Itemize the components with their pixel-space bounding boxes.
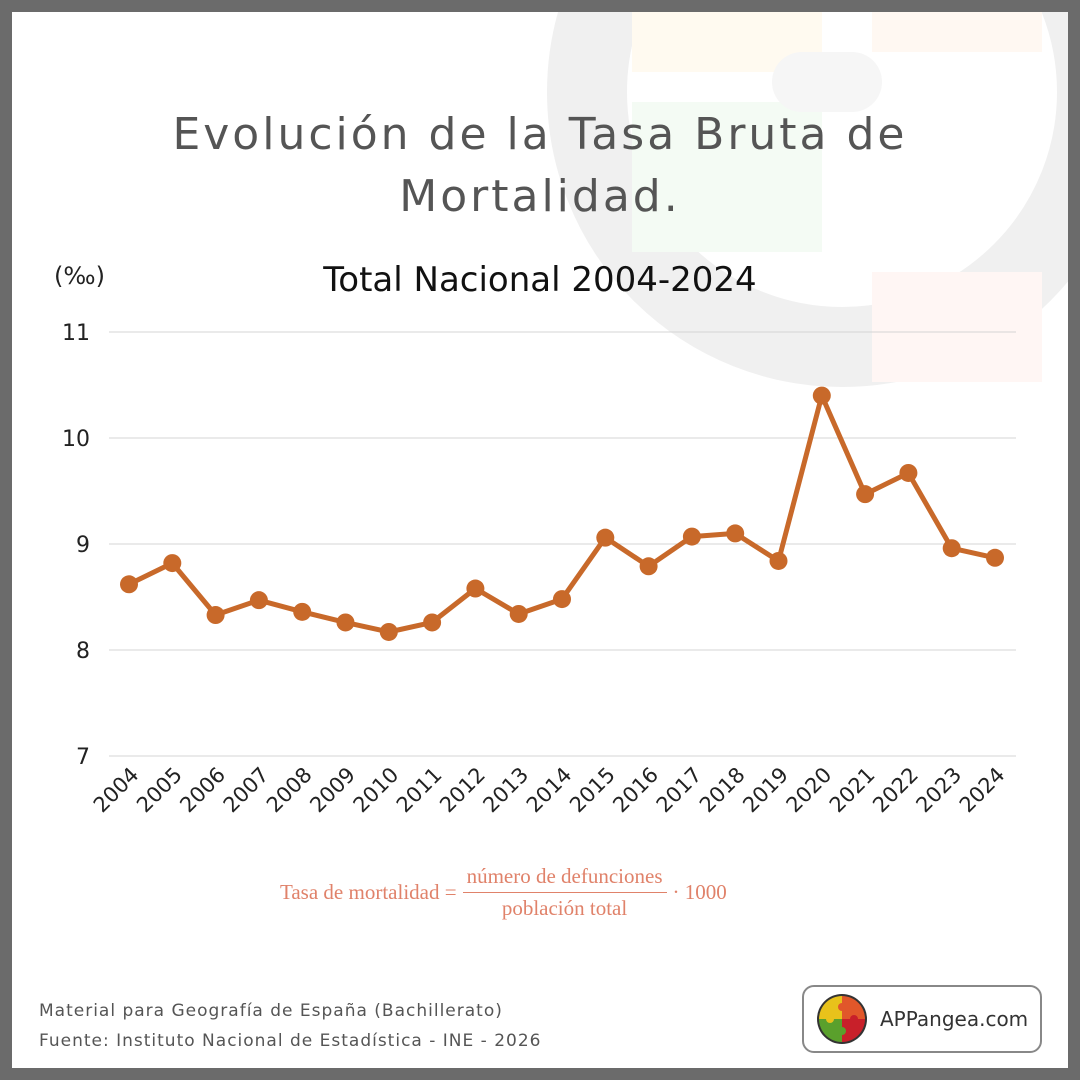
data-point-2010 <box>379 622 398 641</box>
chart-title: Total Nacional 2004-2024 <box>323 260 757 300</box>
data-point-2020 <box>812 386 831 405</box>
footer: Material para Geografía de España (Bachi… <box>39 996 541 1056</box>
y-tick-label-11: 11 <box>62 321 90 346</box>
x-tick-label-2016: 2016 <box>608 763 663 818</box>
brand-name[interactable]: APPangea.com <box>880 1007 1029 1031</box>
data-point-2004 <box>120 575 138 594</box>
line-chart: 7891011200420052006200720082009201020112… <box>62 321 1016 818</box>
y-tick-label-10: 10 <box>62 427 90 452</box>
puzzle-logo-icon <box>817 994 867 1044</box>
data-point-2013 <box>509 604 528 623</box>
y-tick-label-8: 8 <box>76 639 90 664</box>
x-tick-label-2006: 2006 <box>175 763 230 818</box>
x-tick-label-2008: 2008 <box>262 763 317 818</box>
main-title-line-2: Mortalidad. <box>399 171 681 222</box>
data-point-2018 <box>726 524 745 543</box>
x-tick-label-2011: 2011 <box>392 763 447 818</box>
x-tick-label-2019: 2019 <box>738 763 793 818</box>
data-point-2014 <box>553 590 571 609</box>
x-tick-label-2013: 2013 <box>478 763 533 818</box>
data-point-2005 <box>163 554 182 573</box>
footer-material: Material para Geografía de España (Bachi… <box>39 1001 503 1021</box>
x-tick-label-2005: 2005 <box>132 763 187 818</box>
data-point-2024 <box>986 548 1004 567</box>
data-point-2009 <box>336 613 355 632</box>
data-point-2006 <box>206 606 225 625</box>
x-tick-label-2017: 2017 <box>652 763 707 818</box>
data-point-2008 <box>293 602 312 621</box>
formula-fraction: número de defunciones población total <box>462 864 667 921</box>
y-axis-unit: (‰) <box>54 262 105 290</box>
data-point-2021 <box>856 485 875 504</box>
formula-factor: · 1000 <box>672 880 727 904</box>
x-tick-label-2024: 2024 <box>955 763 1010 818</box>
data-point-2019 <box>769 551 788 570</box>
main-title: Evolución de la Tasa Bruta de Mortalidad… <box>12 104 1068 228</box>
x-tick-label-2004: 2004 <box>89 763 144 818</box>
data-point-2023 <box>942 539 961 558</box>
data-point-2011 <box>423 613 442 632</box>
y-tick-label-7: 7 <box>76 745 90 770</box>
data-point-2012 <box>466 579 485 598</box>
data-point-2007 <box>249 591 268 610</box>
x-tick-label-2007: 2007 <box>219 763 274 818</box>
formula-numerator: número de defunciones <box>462 864 667 893</box>
data-point-2017 <box>682 527 701 546</box>
x-tick-label-2021: 2021 <box>825 763 880 818</box>
x-tick-label-2020: 2020 <box>782 763 837 818</box>
brand-badge[interactable]: APPangea.com <box>802 985 1042 1053</box>
x-tick-label-2018: 2018 <box>695 763 750 818</box>
data-point-2022 <box>899 463 918 482</box>
data-point-2015 <box>596 528 615 547</box>
x-tick-label-2022: 2022 <box>868 763 923 818</box>
infographic-frame: Evolución de la Tasa Bruta de Mortalidad… <box>12 12 1068 1068</box>
footer-source: Fuente: Instituto Nacional de Estadístic… <box>39 1031 542 1051</box>
x-tick-label-2014: 2014 <box>522 763 577 818</box>
x-tick-label-2015: 2015 <box>565 763 620 818</box>
y-tick-label-9: 9 <box>76 533 90 558</box>
formula-lhs: Tasa de mortalidad = <box>280 880 457 904</box>
main-title-line-1: Evolución de la Tasa Bruta de <box>172 109 908 160</box>
x-tick-label-2009: 2009 <box>305 763 360 818</box>
x-tick-label-2023: 2023 <box>911 763 966 818</box>
x-tick-label-2012: 2012 <box>435 763 490 818</box>
formula-denominator: población total <box>501 896 628 920</box>
data-point-2016 <box>639 557 658 576</box>
mortality-formula: Tasa de mortalidad = número de defuncion… <box>280 864 727 921</box>
x-tick-label-2010: 2010 <box>349 763 404 818</box>
